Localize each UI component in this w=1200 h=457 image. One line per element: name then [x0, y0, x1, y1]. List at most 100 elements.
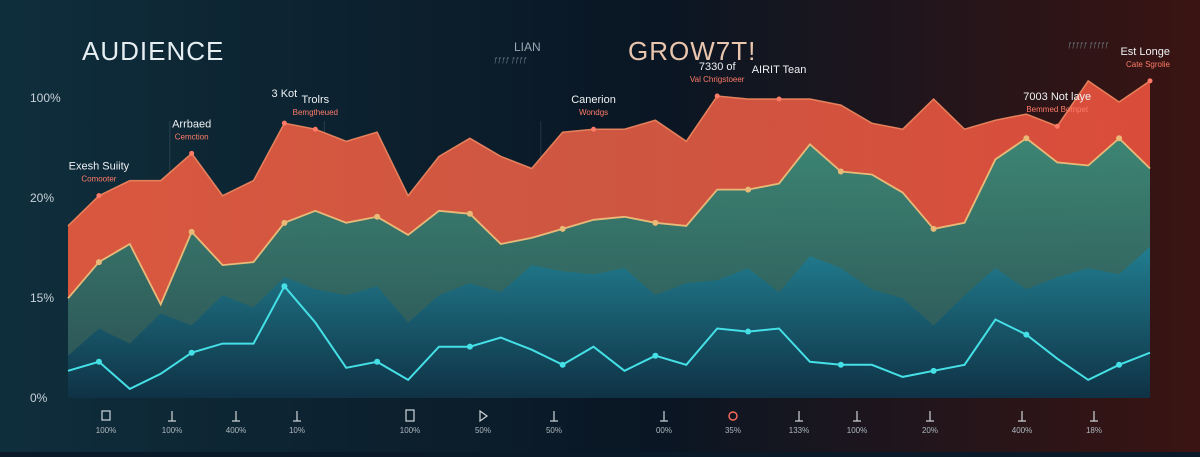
gold-point-1: [95, 259, 102, 266]
cyan-point-16: [559, 361, 566, 368]
cyan-point-10: [374, 358, 381, 365]
annotation-sublabel-3: Bemgtheued: [293, 108, 338, 117]
x-tick-label-1: 100%: [162, 426, 182, 435]
annotation-label-4: Canerion: [571, 94, 616, 106]
data-points: [95, 135, 1123, 374]
down-arrow-icon: [853, 411, 861, 422]
x-tick-label-0: 100%: [96, 426, 116, 435]
cyan-point-25: [837, 361, 844, 368]
annotation-dot-3: [312, 126, 318, 132]
cyan-point-31: [1023, 331, 1030, 338]
box-icon: [101, 410, 111, 421]
header-corner-label: ƒƒƒƒƒ ƒƒƒƒƒ: [1068, 42, 1109, 49]
cyan-point-13: [466, 343, 473, 350]
gold-point-25: [837, 168, 844, 175]
down-arrow-icon: [550, 411, 558, 422]
x-tick-label-10: 100%: [847, 426, 867, 435]
cyan-point-22: [745, 328, 752, 335]
x-tick-label-7: 00%: [656, 426, 672, 435]
gold-point-4: [188, 228, 195, 235]
x-tick-label-13: 18%: [1086, 426, 1102, 435]
box-shape: [101, 410, 111, 421]
annotation-dot-4: [591, 126, 597, 132]
annotation-sublabel-0: Comooter: [81, 175, 116, 184]
play-icon: [479, 409, 489, 423]
annotations: Exesh Suiity Comooter Arrbaed Cemction 3 Kot…: [69, 46, 1171, 199]
x-tick-label-12: 400%: [1012, 426, 1032, 435]
chart-title-right: GROW7T!: [628, 36, 756, 66]
x-tick-label-9: 133%: [789, 426, 809, 435]
annotation-label-8: Est Longe: [1120, 46, 1170, 58]
cyan-point-34: [1116, 361, 1123, 368]
y-tick-label-1: 20%: [30, 191, 54, 205]
annotation-sublabel-8: Cate Sgrolie: [1126, 60, 1171, 69]
gold-point-7: [281, 219, 288, 226]
down-arrow-icon: [293, 411, 301, 422]
x-tick-label-4: 100%: [400, 426, 420, 435]
chart-title-left: AUDIENCE: [82, 36, 224, 66]
header-mid-label: LIAN: [514, 40, 541, 54]
cyan-point-1: [95, 358, 102, 365]
annotation-label-1: Arrbaed: [172, 118, 211, 130]
gold-boundary-line: [67, 137, 1151, 307]
annotation-dot-0: [96, 193, 102, 199]
gold-point-13: [466, 210, 473, 217]
x-tick-label-11: 20%: [922, 426, 938, 435]
line-series: [67, 79, 1151, 391]
x-tick-label-6: 50%: [546, 426, 562, 435]
annotation-label-3: Trolrs: [301, 94, 329, 106]
down-arrow-icon: [232, 411, 240, 422]
y-tick-label-2: 15%: [30, 291, 54, 305]
circle-icon: [728, 411, 738, 421]
circle-shape: [728, 411, 738, 421]
gold-point-28: [930, 225, 937, 232]
orange-top-line: [67, 79, 1151, 227]
annotation-sublabel-7: Bemmed Bompet: [1026, 105, 1089, 114]
gold-point-16: [559, 225, 566, 232]
annotation-sublabel-5: Val Chrigstoeer: [690, 75, 745, 84]
doc-shape: [405, 409, 415, 422]
y-tick-label-0: 100%: [30, 91, 61, 105]
down-arrow-icon: [1018, 411, 1026, 422]
cyan-point-4: [188, 349, 195, 356]
annotation-dot-6: [776, 96, 782, 102]
y-axis: 100% 20% 15% 0%: [30, 91, 61, 405]
cyan-line: [67, 284, 1151, 391]
y-tick-label-3: 0%: [30, 391, 48, 405]
cyan-point-19: [652, 352, 659, 359]
doc-icon: [405, 409, 415, 422]
annotation-dot-5: [714, 93, 720, 99]
gold-point-31: [1023, 135, 1030, 142]
area-series: [68, 80, 1150, 399]
annotation-label-2: 3 Kot: [272, 88, 298, 100]
x-axis: 100% 100% 400% 10% 100% 50% 50% 00% 35% 133% 100% 2…: [96, 409, 1102, 435]
gold-point-10: [374, 213, 381, 220]
gold-point-19: [652, 219, 659, 226]
annotation-dot-1: [189, 150, 195, 156]
down-arrow-icon: [660, 411, 668, 422]
down-arrow-icon: [795, 411, 803, 422]
gold-point-34: [1116, 135, 1123, 142]
x-tick-label-5: 50%: [475, 426, 491, 435]
annotation-label-7: 7003 Not laye: [1023, 91, 1091, 103]
gold-point-22: [745, 186, 752, 193]
down-arrow-icon: [1090, 411, 1098, 422]
annotation-sublabel-1: Cemction: [175, 132, 209, 141]
annotation-label-5: 7330 of: [699, 61, 737, 73]
x-tick-label-8: 35%: [725, 426, 741, 435]
down-arrow-icon: [168, 411, 176, 422]
header-mid-sublabel: ƒƒƒƒ ƒƒƒƒ: [494, 57, 527, 64]
area-teal: [68, 247, 1150, 398]
cyan-point-28: [930, 367, 937, 374]
x-tick-label-3: 10%: [289, 426, 305, 435]
annotation-sublabel-4: Wondgs: [579, 108, 608, 117]
annotation-label-6: AIRIT Tean: [752, 64, 807, 76]
annotation-dot-7: [1054, 123, 1060, 129]
play-shape: [479, 409, 489, 423]
annotation-label-0: Exesh Suiity: [69, 161, 130, 173]
x-tick-label-2: 400%: [226, 426, 246, 435]
annotation-dot-2: [281, 120, 287, 126]
annotation-dot-8: [1147, 78, 1153, 84]
